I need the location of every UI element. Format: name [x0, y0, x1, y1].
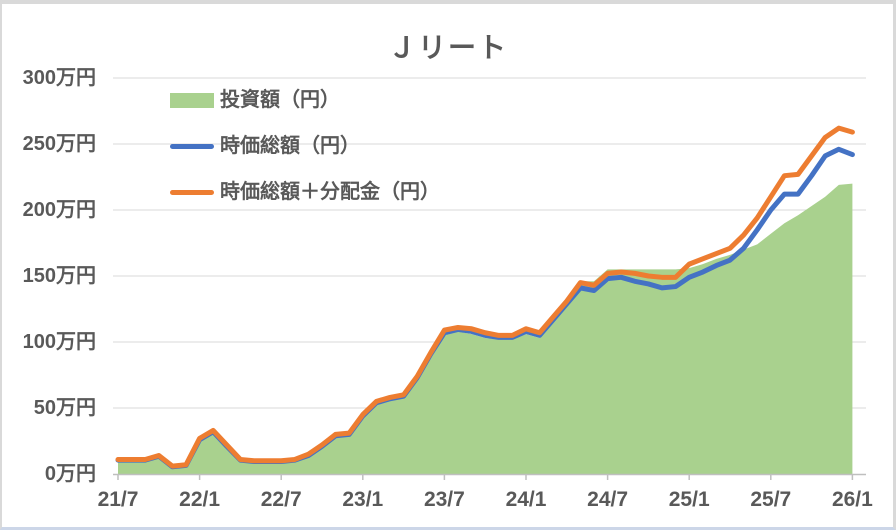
x-axis-tick-label: 22/7: [260, 488, 302, 511]
x-axis-tick-label: 23/1: [342, 488, 384, 511]
y-axis-tick-label: 300万円: [22, 67, 96, 89]
legend-item: 時価総額＋分配金（円）: [170, 180, 440, 204]
x-axis-tick-label: 24/1: [505, 488, 547, 511]
legend-label: 時価総額（円）: [220, 135, 360, 157]
y-axis-tick-label: 250万円: [22, 133, 96, 155]
y-axis-tick-label: 50万円: [33, 397, 96, 419]
chart-title: Ｊリート: [387, 32, 508, 63]
x-axis-tick-label: 25/1: [668, 488, 710, 511]
x-axis-tick-label: 22/1: [179, 488, 221, 511]
line-series-market-value-plus-distributions: [115, 125, 855, 469]
area-series-invested: [118, 183, 853, 474]
legend-item: 投資額（円）: [170, 88, 440, 112]
legend: 投資額（円） 時価総額（円） 時価総額＋分配金（円）: [170, 88, 440, 204]
x-axis-tick-label: 21/7: [97, 488, 139, 511]
y-axis-tick-label: 100万円: [22, 331, 96, 353]
y-axis-tick-label: 0万円: [44, 463, 96, 485]
legend-area-swatch: [170, 92, 214, 108]
x-axis-tick-label: 25/7: [750, 488, 792, 511]
y-axis-tick-label: 150万円: [22, 265, 96, 287]
legend-item: 時価総額（円）: [170, 134, 440, 158]
x-axis-tick-label: 24/7: [587, 488, 629, 511]
x-axis-tick-label: 23/7: [423, 488, 465, 511]
x-axis-tick-label: 26/1: [831, 488, 873, 511]
legend-label: 時価総額＋分配金（円）: [220, 181, 440, 203]
y-axis-tick-label: 200万円: [22, 199, 96, 221]
legend-line-swatch: [170, 189, 214, 195]
legend-line-swatch: [170, 143, 214, 149]
legend-label: 投資額（円）: [220, 89, 340, 111]
